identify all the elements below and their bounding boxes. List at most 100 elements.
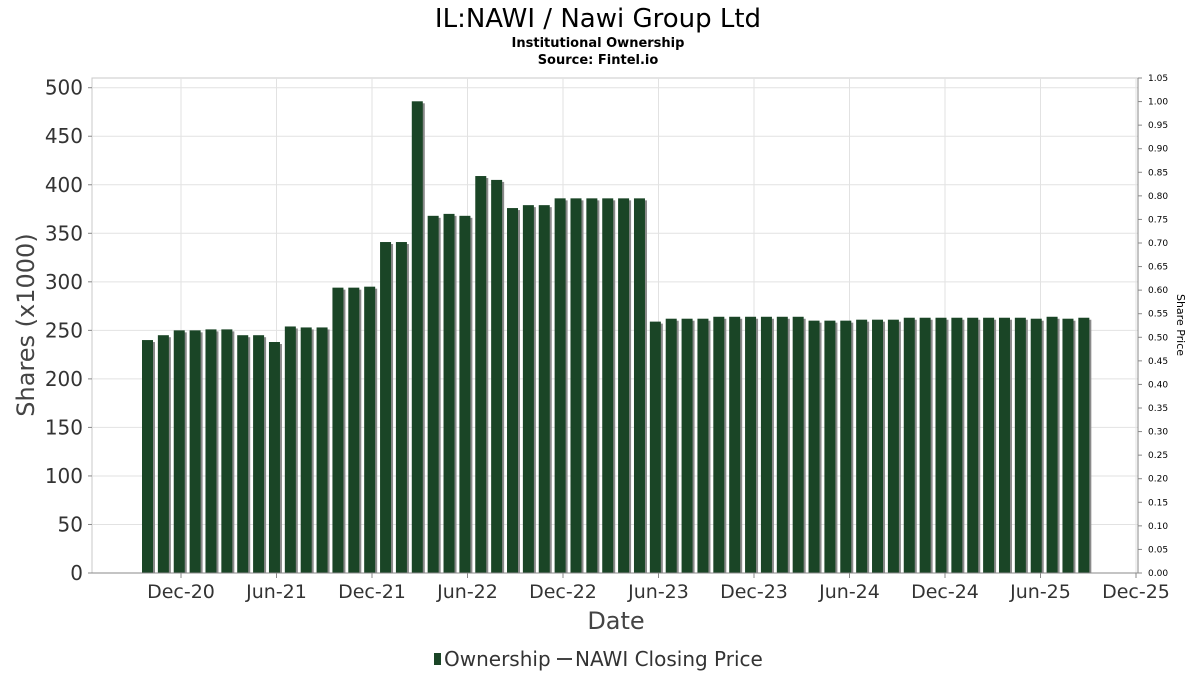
ownership-bar — [221, 329, 233, 573]
ownership-bar — [983, 317, 995, 573]
y2-tick-label: 0.25 — [1148, 451, 1168, 461]
ownership-bar — [665, 318, 677, 573]
chart-source: Source: Fintel.io — [538, 53, 659, 68]
ownership-bar — [840, 320, 852, 573]
ownership-bar — [1078, 317, 1090, 573]
ownership-bar — [649, 321, 661, 573]
ownership-bar — [824, 320, 836, 573]
x-tick-label: Dec-20 — [147, 581, 215, 603]
right-axis-ticks: 0.00 0.05 0.10 0.15 0.20 0.25 0.30 0.35 0.40 0.45… — [1138, 74, 1168, 579]
y2-tick-label: 0.15 — [1148, 498, 1168, 508]
ownership-bar — [872, 319, 884, 573]
ownership-bar — [602, 198, 614, 573]
ownership-bar — [538, 205, 550, 573]
legend-price-label: NAWI Closing Price — [575, 647, 763, 671]
x-axis-label: Date — [587, 607, 644, 635]
x-tick-label: Jun-22 — [436, 581, 498, 603]
ownership-bar — [348, 287, 360, 573]
ownership-bar — [554, 198, 566, 573]
y2-tick-label: 0.30 — [1148, 428, 1168, 438]
ownership-bar — [776, 316, 788, 573]
y-tick-label: 500 — [45, 76, 83, 100]
y2-tick-label: 0.80 — [1148, 192, 1168, 202]
x-axis-ticks: Dec-20 Jun-21 Dec-21 Jun-22 Dec-22 Jun-23 Dec-… — [147, 573, 1170, 603]
y2-tick-label: 0.55 — [1148, 310, 1168, 320]
y2-tick-label: 0.00 — [1148, 569, 1168, 579]
ownership-bar — [633, 198, 645, 573]
ownership-bar — [459, 215, 471, 573]
y-tick-label: 300 — [45, 270, 83, 294]
ownership-bar — [570, 198, 582, 573]
y-tick-label: 0 — [70, 561, 83, 585]
y-tick-label: 400 — [45, 173, 83, 197]
legend-ownership-label: Ownership — [444, 647, 551, 671]
legend-ownership-swatch — [434, 653, 441, 665]
ownership-bar — [729, 316, 741, 573]
chart-subtitle: Institutional Ownership — [512, 36, 685, 51]
y2-tick-label: 0.20 — [1148, 475, 1168, 485]
ownership-bar — [395, 242, 407, 573]
ownership-bar — [586, 198, 598, 573]
y-tick-label: 200 — [45, 367, 83, 391]
y2-tick-label: 0.40 — [1148, 380, 1168, 390]
ownership-bar — [967, 317, 979, 573]
y2-tick-label: 0.65 — [1148, 263, 1168, 273]
ownership-bar — [745, 316, 757, 573]
ownership-bar — [1014, 317, 1026, 573]
y-tick-label: 450 — [45, 124, 83, 148]
ownership-bar — [507, 208, 519, 573]
y2-tick-label: 0.10 — [1148, 522, 1168, 532]
ownership-bar — [792, 316, 804, 573]
y-tick-label: 250 — [45, 318, 83, 342]
ownership-bar — [887, 319, 899, 573]
ownership-bar — [364, 286, 376, 573]
ownership-bar — [142, 340, 153, 573]
ownership-bar — [173, 330, 185, 573]
y2-tick-label: 0.45 — [1148, 357, 1168, 367]
chart-title: IL:NAWI / Nawi Group Ltd — [435, 4, 761, 34]
x-tick-label: Jun-25 — [1009, 581, 1071, 603]
ownership-bar — [951, 317, 963, 573]
ownership-bar — [205, 329, 217, 573]
ownership-bar — [491, 179, 503, 574]
y2-tick-label: 0.90 — [1148, 145, 1168, 155]
ownership-bar — [380, 242, 392, 573]
ownership-bar — [856, 319, 868, 573]
legend: Ownership NAWI Closing Price — [434, 647, 763, 671]
right-axis-label: Share Price — [1174, 294, 1187, 356]
ownership-bar — [1030, 318, 1042, 573]
y2-tick-label: 0.05 — [1148, 545, 1168, 555]
ownership-bar — [332, 287, 344, 573]
y2-tick-label: 0.35 — [1148, 404, 1168, 414]
x-tick-label: Jun-23 — [627, 581, 689, 603]
ownership-bar — [284, 326, 296, 573]
x-tick-label: Dec-25 — [1102, 581, 1170, 603]
ownership-bar — [411, 101, 423, 573]
y2-tick-label: 0.70 — [1148, 239, 1168, 249]
ownership-bar — [253, 335, 265, 573]
y2-tick-label: 0.85 — [1148, 168, 1168, 178]
y2-tick-label: 0.60 — [1148, 286, 1168, 296]
ownership-bar — [935, 317, 947, 573]
x-tick-label: Dec-22 — [529, 581, 597, 603]
y2-tick-label: 1.00 — [1148, 98, 1168, 108]
ownership-bar — [427, 215, 439, 573]
ownership-bars — [142, 101, 1092, 574]
x-tick-label: Dec-23 — [720, 581, 788, 603]
ownership-bar — [522, 205, 534, 573]
y2-tick-label: 1.05 — [1148, 74, 1168, 84]
left-axis-ticks: 0 50 100 150 200 250 300 350 400 450 500 — [45, 76, 92, 585]
x-tick-label: Jun-24 — [818, 581, 880, 603]
x-tick-label: Dec-21 — [338, 581, 406, 603]
ownership-bar — [998, 317, 1010, 573]
ownership-bar — [1062, 318, 1074, 573]
ownership-bar — [475, 176, 487, 573]
x-tick-label: Dec-24 — [911, 581, 979, 603]
ownership-bar — [300, 327, 312, 573]
y-axis-label: Shares (x1000) — [12, 233, 40, 416]
ownership-bar — [443, 213, 455, 573]
ownership-bar — [316, 327, 328, 573]
y2-tick-label: 0.95 — [1148, 121, 1168, 131]
y2-tick-label: 0.50 — [1148, 333, 1168, 343]
